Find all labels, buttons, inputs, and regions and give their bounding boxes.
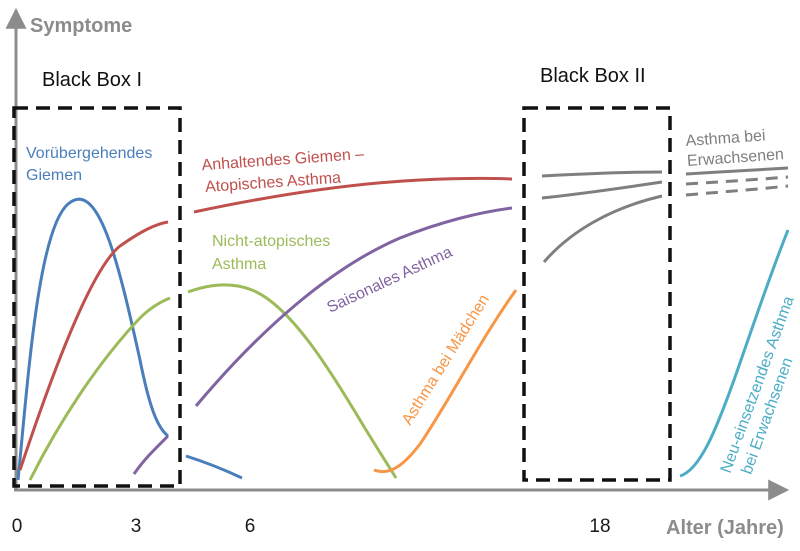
x-tick-3: 3 [131,516,142,537]
y-axis-title: Symptome [30,15,132,37]
label-nonatopic: Nicht-atopisches Asthma [212,233,335,273]
label-girls: Asthma bei Mädchen [399,292,493,428]
label-adult-onset: Neu-einsetzendes Asthma bei Erwachsenen [718,290,800,482]
curve-seasonal [132,434,170,475]
curve-adult-3 [542,194,663,263]
curve-adult-onset [679,229,790,478]
black-box-1-title: Black Box I [42,69,142,91]
label-transient-wheezing: Vorübergehendes Giemen [26,145,157,184]
curve-girls [373,289,518,473]
curve-transient-wheezing [16,197,169,481]
x-tick-18: 18 [589,516,610,537]
curve-adult-1 [541,170,663,178]
label-persistent-atopic: Anhaltendes Giemen – Atopisches Asthma [201,146,371,197]
label-seasonal: Saisonales Asthma [325,244,456,317]
curve-nonatopic [28,296,171,481]
x-tick-0: 0 [12,516,23,537]
black-box-2-title: Black Box II [540,65,646,87]
curve-persistent-atopic [18,220,169,471]
black-box-2 [522,106,672,482]
black-box-1 [12,106,182,488]
curve-seasonal-2 [194,206,513,407]
curve-persistent-atopic-2 [193,176,513,214]
curve-adult-continuation-dash-1 [685,175,789,186]
label-adult-asthma: Asthma bei Erwachsenen [685,126,784,170]
x-axis-title: Alter (Jahre) [666,517,784,539]
curve-transient-wheezing-tail [185,454,243,480]
curve-adult-continuation-solid [685,166,789,176]
curve-nonatopic-2 [187,283,398,479]
curve-adult-continuation-dash-2 [685,184,789,197]
x-tick-6: 6 [245,516,256,537]
curve-adult-2 [541,180,663,200]
